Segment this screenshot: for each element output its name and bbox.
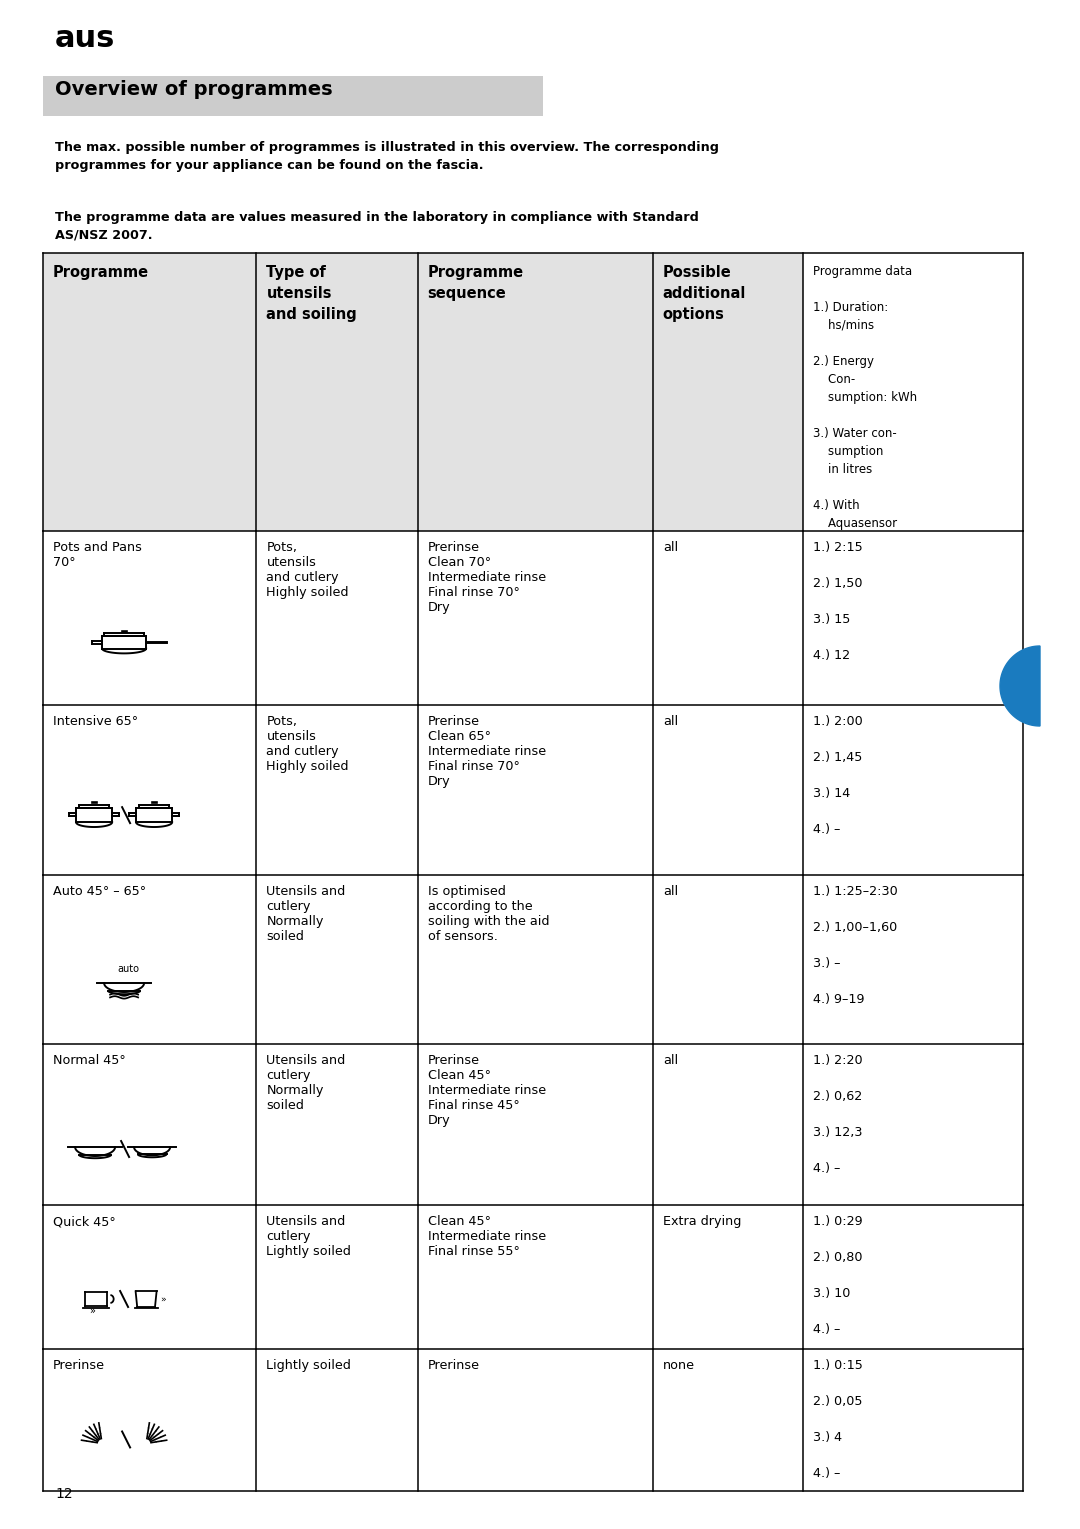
Text: 1.) 2:15

2.) 1,50

3.) 15

4.) 12: 1.) 2:15 2.) 1,50 3.) 15 4.) 12 [813, 541, 863, 662]
Text: Programme data

1.) Duration:
    hs/mins

2.) Energy
    Con-
    sumption: kWh: Programme data 1.) Duration: hs/mins 2.)… [813, 265, 917, 531]
Text: 1.) 2:00

2.) 1,45

3.) 14

4.) –: 1.) 2:00 2.) 1,45 3.) 14 4.) – [813, 714, 863, 836]
Text: »: » [90, 1306, 95, 1316]
Text: Prerinse
Clean 70°
Intermediate rinse
Final rinse 70°
Dry: Prerinse Clean 70° Intermediate rinse Fi… [428, 541, 545, 615]
Bar [43, 875, 1023, 1044]
Text: Clean 45°
Intermediate rinse
Final rinse 55°: Clean 45° Intermediate rinse Final rinse… [428, 1216, 545, 1258]
Text: Auto 45° – 65°: Auto 45° – 65° [53, 885, 146, 898]
Text: Pots and Pans
70°: Pots and Pans 70° [53, 541, 141, 569]
Text: Utensils and
cutlery
Normally
soiled: Utensils and cutlery Normally soiled [267, 885, 346, 942]
Text: Pots,
utensils
and cutlery
Highly soiled: Pots, utensils and cutlery Highly soiled [267, 541, 349, 599]
Text: auto: auto [117, 963, 139, 974]
Text: 12: 12 [55, 1488, 72, 1501]
Text: none: none [663, 1359, 694, 1373]
Text: 1.) 0:15

2.) 0,05

3.) 4

4.) –: 1.) 0:15 2.) 0,05 3.) 4 4.) – [813, 1359, 863, 1480]
Text: Prerinse: Prerinse [428, 1359, 480, 1373]
Text: aus: aus [55, 24, 116, 54]
Text: Utensils and
cutlery
Lightly soiled: Utensils and cutlery Lightly soiled [267, 1216, 351, 1258]
Text: Is optimised
according to the
soiling with the aid
of sensors.: Is optimised according to the soiling wi… [428, 885, 549, 942]
Text: Prerinse: Prerinse [53, 1359, 105, 1373]
Text: Prerinse
Clean 65°
Intermediate rinse
Final rinse 70°
Dry: Prerinse Clean 65° Intermediate rinse Fi… [428, 714, 545, 787]
Bar [43, 531, 1023, 705]
Text: Overview of programmes: Overview of programmes [55, 80, 333, 99]
Bar [256, 252, 418, 531]
Text: Type of
utensils
and soiling: Type of utensils and soiling [267, 265, 357, 323]
Bar [43, 76, 543, 116]
Text: Possible
additional
options: Possible additional options [663, 265, 746, 323]
Polygon shape [1000, 645, 1040, 726]
Text: Extra drying: Extra drying [663, 1216, 741, 1228]
Text: Prerinse
Clean 45°
Intermediate rinse
Final rinse 45°
Dry: Prerinse Clean 45° Intermediate rinse Fi… [428, 1055, 545, 1127]
Text: Utensils and
cutlery
Normally
soiled: Utensils and cutlery Normally soiled [267, 1055, 346, 1113]
Text: 1.) 1:25–2:30

2.) 1,00–1,60

3.) –

4.) 9–19: 1.) 1:25–2:30 2.) 1,00–1,60 3.) – 4.) 9–… [813, 885, 897, 1006]
Text: all: all [663, 541, 678, 553]
Text: Intensive 65°: Intensive 65° [53, 714, 138, 728]
Bar [652, 252, 804, 531]
Bar [418, 252, 652, 531]
Text: Lightly soiled: Lightly soiled [267, 1359, 351, 1373]
Text: Programme: Programme [53, 265, 149, 280]
Text: Normal 45°: Normal 45° [53, 1055, 125, 1067]
Bar [43, 1350, 1023, 1491]
Text: Programme
sequence: Programme sequence [428, 265, 524, 301]
Bar [43, 1205, 1023, 1350]
Text: Quick 45°: Quick 45° [53, 1216, 116, 1228]
Bar [43, 705, 1023, 875]
Text: Pots,
utensils
and cutlery
Highly soiled: Pots, utensils and cutlery Highly soiled [267, 714, 349, 772]
Text: 1.) 2:20

2.) 0,62

3.) 12,3

4.) –: 1.) 2:20 2.) 0,62 3.) 12,3 4.) – [813, 1055, 863, 1176]
Text: The max. possible number of programmes is illustrated in this overview. The corr: The max. possible number of programmes i… [55, 141, 719, 171]
Bar [43, 252, 256, 531]
Bar [43, 1044, 1023, 1205]
Text: all: all [663, 714, 678, 728]
Text: all: all [663, 1055, 678, 1067]
Text: 1.) 0:29

2.) 0,80

3.) 10

4.) –: 1.) 0:29 2.) 0,80 3.) 10 4.) – [813, 1216, 863, 1336]
Text: all: all [663, 885, 678, 898]
Text: »: » [160, 1297, 165, 1306]
Text: The programme data are values measured in the laboratory in compliance with Stan: The programme data are values measured i… [55, 211, 699, 242]
